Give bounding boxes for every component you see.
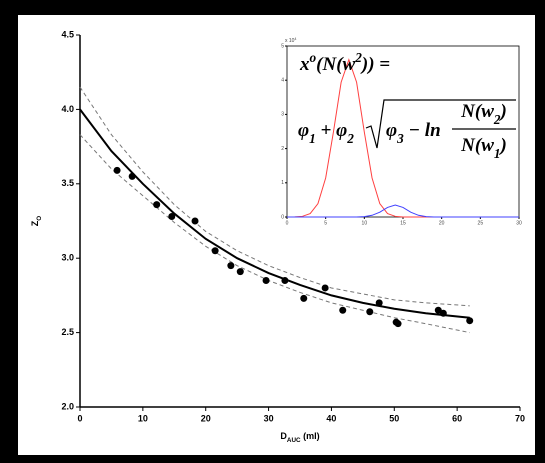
x-tick-label: 0 <box>286 220 289 226</box>
data-point <box>375 299 383 307</box>
inset-frame <box>286 45 520 218</box>
y-tick-label: 4.0 <box>61 104 74 114</box>
y-multiplier: x 104 <box>285 37 296 44</box>
formula-root: φ3 − ln <box>386 120 441 145</box>
y-tick-label: 3.5 <box>61 178 74 188</box>
data-point <box>211 247 219 255</box>
text-part: 2 <box>354 50 362 65</box>
data-point <box>300 294 308 302</box>
text-part: N(w <box>460 135 494 156</box>
data-point <box>366 308 374 316</box>
x-tick-label: 50 <box>389 413 399 423</box>
series-line <box>287 204 519 218</box>
text-part: φ <box>386 120 397 141</box>
data-point <box>227 262 235 270</box>
text-part: 2 <box>346 131 354 146</box>
x-tick-label: 40 <box>326 413 336 423</box>
formula-numerator: N(w2) <box>460 101 507 126</box>
fit-curve <box>79 108 470 319</box>
text-part: O <box>36 216 43 221</box>
x-tick-label: 10 <box>362 220 368 226</box>
text-part: x <box>299 54 310 75</box>
text-part: 4 <box>294 37 296 41</box>
data-point <box>339 306 347 314</box>
x-tick-label: 30 <box>516 220 522 226</box>
y-tick-label: 3 <box>281 112 284 118</box>
x-tick-label: 25 <box>478 220 484 226</box>
x-tick-label: 60 <box>452 413 462 423</box>
data-point <box>113 166 121 174</box>
text-part: x 10 <box>285 38 295 44</box>
data-point <box>466 317 474 325</box>
y-axis-label: ZO <box>30 216 43 227</box>
text-part: (ml) <box>301 431 320 441</box>
text-part: N(w <box>460 101 494 122</box>
x-tick-label: 20 <box>439 220 445 226</box>
x-axis-label: DAUC (ml) <box>280 431 319 444</box>
text-part: ) <box>499 101 507 122</box>
data-point <box>321 284 329 292</box>
text-part: φ <box>298 120 309 141</box>
formula-denominator: N(w1) <box>460 135 507 160</box>
x-tick-label: 0 <box>77 413 82 423</box>
root-sign <box>365 99 516 149</box>
text-part: AUC <box>287 437 301 444</box>
data-point <box>434 306 442 314</box>
text-part: )) = <box>360 54 390 75</box>
text-part: 3 <box>396 131 404 146</box>
data-point <box>128 172 136 180</box>
text-part: 2 <box>493 112 501 127</box>
x-tick-label: 30 <box>264 413 274 423</box>
text-part: 1 <box>309 131 316 146</box>
data-point <box>439 309 447 317</box>
data-point <box>262 277 270 285</box>
x-tick-label: 15 <box>400 220 406 226</box>
text-part: 1 <box>494 146 501 161</box>
y-tick-label: 2 <box>281 146 284 152</box>
y-tick-label: 1 <box>281 180 284 186</box>
x-tick-label: 5 <box>324 220 327 226</box>
data-point <box>153 201 161 209</box>
y-tick-label: 2.5 <box>61 327 74 337</box>
text-part: (N(w <box>316 54 355 75</box>
y-tick-label: 2.0 <box>61 401 74 411</box>
y-tick-label: 5 <box>281 43 284 49</box>
x-tick-label: 10 <box>138 413 148 423</box>
x-tick-label: 20 <box>201 413 211 423</box>
text-part: ) <box>499 135 507 156</box>
y-tick-label: 4.5 <box>61 29 74 39</box>
data-point <box>281 277 289 285</box>
data-point <box>394 320 402 328</box>
y-tick-label: 0 <box>281 214 284 220</box>
x-tick-label: 70 <box>515 413 525 423</box>
data-point <box>191 217 199 225</box>
formula-line: xo(N(w2)) = <box>299 50 390 76</box>
y-tick-label: 3.0 <box>61 253 74 263</box>
text-part: − ln <box>404 120 441 141</box>
y-tick-label: 4 <box>281 78 284 84</box>
formula-lead: φ1 + φ2 <box>298 120 354 145</box>
text-part: Z <box>30 220 40 226</box>
text-part: D <box>280 431 287 441</box>
text-part: + φ <box>316 120 347 141</box>
data-point <box>168 213 176 221</box>
confidence-band <box>79 86 470 307</box>
data-point <box>236 268 244 276</box>
text-part: o <box>310 50 317 65</box>
